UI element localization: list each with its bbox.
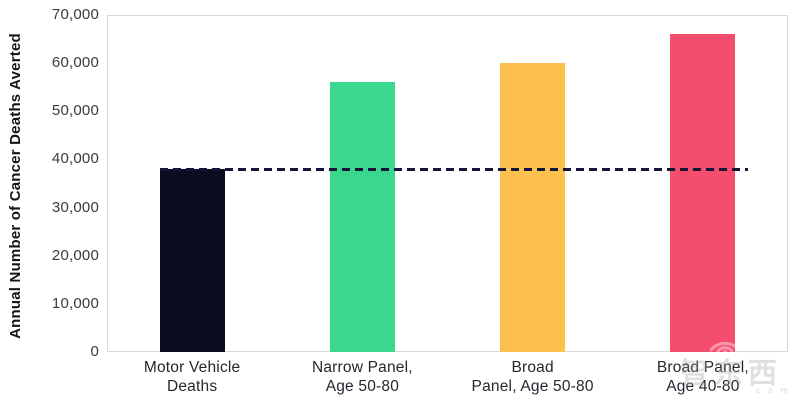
x-category-label-line: Motor Vehicle <box>143 359 241 376</box>
x-category-label-line: Deaths <box>166 378 218 395</box>
bar-0 <box>159 169 225 352</box>
bar-2 <box>500 63 566 352</box>
y-tick-label: 60,000 <box>51 54 99 72</box>
y-tick-label: 20,000 <box>51 246 99 264</box>
x-category-label-2: Broad Panel, Age 50-80 <box>443 358 623 396</box>
x-category-label-0: Motor Vehicle Deaths <box>102 358 282 396</box>
y-tick-label: 50,000 <box>51 102 99 120</box>
x-category-label-1: Narrow Panel, Age 50-80 <box>272 358 452 396</box>
y-tick-label: 30,000 <box>51 198 99 216</box>
y-tick-label: 40,000 <box>51 150 99 168</box>
y-tick-label: 0 <box>90 343 99 360</box>
bar-3 <box>670 34 736 352</box>
x-category-label-line: Broad Panel, <box>656 359 749 376</box>
x-category-label-3: Broad Panel, Age 40-80 <box>613 358 793 396</box>
reference-dashed-line <box>159 168 749 172</box>
bar-1 <box>329 82 395 352</box>
y-tick-label: 10,000 <box>51 294 99 312</box>
x-category-label-line: Age 50-80 <box>325 378 400 395</box>
x-category-label-line: Broad <box>511 359 554 376</box>
x-category-label-line: Narrow Panel, <box>311 359 413 376</box>
x-category-label-line: Age 40-80 <box>666 378 740 395</box>
x-category-label-line: Panel, Age 50-80 <box>471 378 594 395</box>
y-tick-label: 70,000 <box>51 6 99 23</box>
